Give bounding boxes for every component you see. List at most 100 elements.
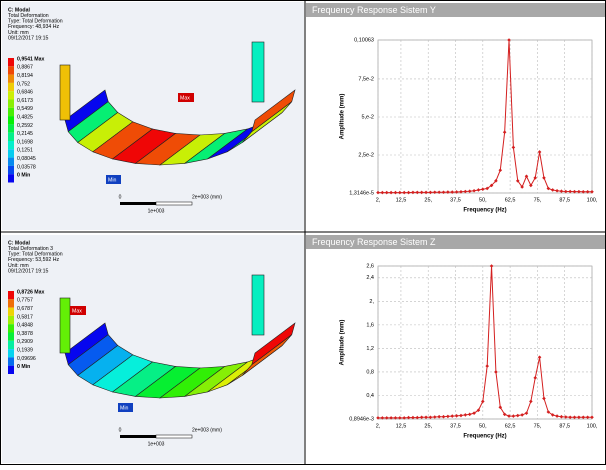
scale-label: 2e+003 (mm) — [192, 194, 222, 200]
data-point — [568, 189, 572, 194]
model-wall — [251, 274, 265, 336]
legend-swatch — [8, 365, 14, 374]
data-point — [481, 187, 485, 192]
legend-swatch — [8, 132, 14, 141]
data-point — [537, 355, 542, 360]
data-point — [511, 414, 516, 418]
legend-swatch — [8, 315, 14, 325]
data-point — [542, 176, 546, 180]
data-point — [515, 179, 520, 183]
model-wall — [59, 64, 71, 121]
info-line: C: Modal — [8, 7, 30, 13]
data-point — [572, 189, 577, 194]
legend-swatch — [8, 107, 14, 117]
legend-label: 0,6846 — [17, 90, 33, 96]
data-point — [450, 190, 455, 194]
y-tick-label: 0,4 — [366, 393, 374, 399]
legend-swatch — [8, 291, 14, 300]
legend-swatch — [8, 299, 14, 308]
y-tick-label: 0,8 — [366, 369, 374, 375]
data-point — [463, 413, 468, 417]
x-tick-label: 87,5 — [559, 423, 570, 429]
legend-label: 0,1698 — [17, 139, 33, 145]
legend-label: 0,1939 — [17, 347, 33, 353]
legend-swatch — [8, 165, 14, 175]
data-point — [489, 183, 494, 188]
legend-label: 0,2145 — [17, 131, 33, 137]
data-point — [424, 415, 428, 420]
info-line: 09/12/2017 19:15 — [8, 35, 49, 41]
x-tick-label: 50, — [479, 197, 487, 203]
scale-label: 2e+003 (mm) — [192, 427, 222, 433]
info-line: Frequency: 53,592 Hz — [8, 257, 59, 263]
x-tick-label: 100, — [587, 197, 598, 203]
info-line: Total Deformation 3 — [8, 246, 53, 252]
info-line: Type: Total Deformation — [8, 19, 63, 25]
data-point — [577, 415, 581, 420]
data-point — [515, 413, 520, 418]
data-point — [428, 415, 433, 420]
data-point — [450, 414, 455, 418]
data-point — [507, 38, 511, 42]
data-point — [559, 414, 564, 419]
data-point — [389, 416, 393, 420]
data-point — [563, 415, 568, 419]
data-point — [419, 415, 424, 420]
data-point — [546, 410, 551, 414]
info-line: C: Modal — [8, 240, 30, 246]
scale-bar — [120, 435, 156, 438]
x-tick-label: 62,5 — [505, 197, 516, 203]
y-axis-label: Amplitude (mm) — [340, 320, 346, 366]
legend-swatch — [8, 307, 14, 316]
legend-swatch — [8, 357, 14, 366]
data-point — [454, 414, 459, 418]
data-point — [585, 415, 590, 420]
y-tick-label: 1,3146e-5 — [349, 190, 374, 196]
legend-swatch — [8, 324, 14, 333]
legend-label: 0,4848 — [17, 323, 33, 329]
data-point — [415, 190, 420, 195]
data-point — [568, 415, 572, 420]
legend-swatch — [8, 157, 14, 166]
legend-swatch — [8, 99, 14, 108]
data-point — [472, 411, 476, 415]
data-point — [384, 190, 389, 195]
data-point — [590, 190, 594, 194]
viewport — [2, 2, 304, 230]
legend-label: 0,8867 — [17, 65, 33, 71]
legend-swatch — [8, 349, 14, 358]
info-line: Unit: mm — [8, 30, 29, 36]
data-point — [577, 189, 581, 194]
min-tag — [106, 175, 121, 184]
scale-label: 1e+003 — [148, 441, 165, 447]
data-point — [550, 413, 555, 417]
legend-swatch — [8, 124, 14, 133]
legend-label: 0,09696 — [17, 356, 36, 362]
legend-swatch — [8, 116, 14, 125]
legend-label: 0,1251 — [17, 148, 33, 154]
data-point — [432, 415, 437, 419]
legend-label: 0,2592 — [17, 123, 33, 129]
y-tick-label: 2,6 — [366, 263, 374, 269]
title-bar — [306, 235, 605, 249]
data-point — [555, 414, 559, 418]
legend-label: 0,8194 — [17, 73, 33, 79]
data-point — [498, 168, 503, 173]
legend-swatch — [8, 340, 14, 350]
model-slat — [251, 322, 296, 366]
x-tick-label: 2, — [376, 197, 381, 203]
data-point — [581, 190, 586, 194]
legend-label: 0 Min — [17, 364, 30, 370]
data-point — [424, 190, 428, 195]
data-point — [398, 190, 402, 195]
data-point — [494, 370, 498, 374]
x-tick-label: 25, — [424, 197, 432, 203]
data-point — [389, 190, 393, 195]
data-point — [459, 190, 463, 194]
data-point — [533, 376, 538, 380]
legend-swatch — [8, 58, 14, 67]
data-point — [546, 186, 551, 191]
data-point — [485, 364, 489, 368]
data-point — [376, 190, 380, 195]
y-axis-label: Amplitude (mm) — [340, 94, 346, 140]
